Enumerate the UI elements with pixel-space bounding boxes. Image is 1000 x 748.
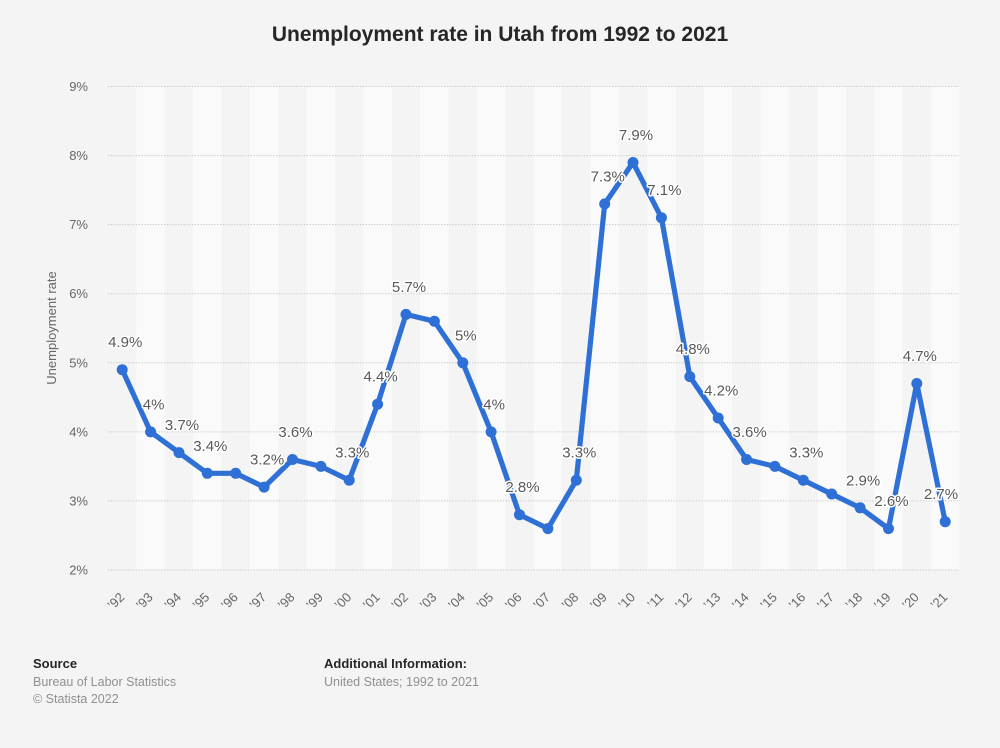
svg-text:2.6%: 2.6% [874,493,908,510]
svg-text:7.3%: 7.3% [591,168,625,185]
svg-text:2.9%: 2.9% [846,472,880,489]
svg-text:4%: 4% [143,396,165,413]
svg-text:6%: 6% [69,286,88,301]
svg-text:7.1%: 7.1% [647,182,681,199]
svg-text:United States; 1992 to 2021: United States; 1992 to 2021 [324,675,479,689]
svg-text:8%: 8% [69,148,88,163]
svg-text:2.8%: 2.8% [505,479,539,496]
svg-text:3.3%: 3.3% [789,445,823,462]
svg-text:4.9%: 4.9% [108,334,142,351]
svg-text:Bureau of Labor Statistics: Bureau of Labor Statistics [33,675,176,689]
svg-text:Additional Information:: Additional Information: [324,656,467,671]
svg-text:5%: 5% [69,355,88,370]
svg-text:4%: 4% [483,396,505,413]
svg-text:3.3%: 3.3% [335,445,369,462]
svg-text:3%: 3% [69,493,88,508]
svg-text:Unemployment rate: Unemployment rate [44,271,59,384]
svg-text:9%: 9% [69,79,88,94]
svg-text:4.7%: 4.7% [903,348,937,365]
svg-text:5.7%: 5.7% [392,279,426,296]
svg-text:3.6%: 3.6% [278,424,312,441]
svg-text:4.2%: 4.2% [704,383,738,400]
svg-text:2.7%: 2.7% [924,486,958,503]
svg-text:7%: 7% [69,217,88,232]
svg-text:5%: 5% [455,327,477,344]
svg-text:3.3%: 3.3% [562,445,596,462]
svg-text:© Statista 2022: © Statista 2022 [33,692,119,706]
svg-text:2%: 2% [69,563,88,578]
svg-text:7.9%: 7.9% [619,127,653,144]
svg-text:Source: Source [33,656,77,671]
svg-text:4.4%: 4.4% [363,369,397,386]
svg-text:4%: 4% [69,424,88,439]
svg-text:4.8%: 4.8% [676,341,710,358]
svg-text:3.6%: 3.6% [732,424,766,441]
svg-text:Unemployment rate in Utah from: Unemployment rate in Utah from 1992 to 2… [272,23,729,46]
svg-text:3.2%: 3.2% [250,452,284,469]
svg-text:3.4%: 3.4% [193,438,227,455]
svg-text:3.7%: 3.7% [165,417,199,434]
